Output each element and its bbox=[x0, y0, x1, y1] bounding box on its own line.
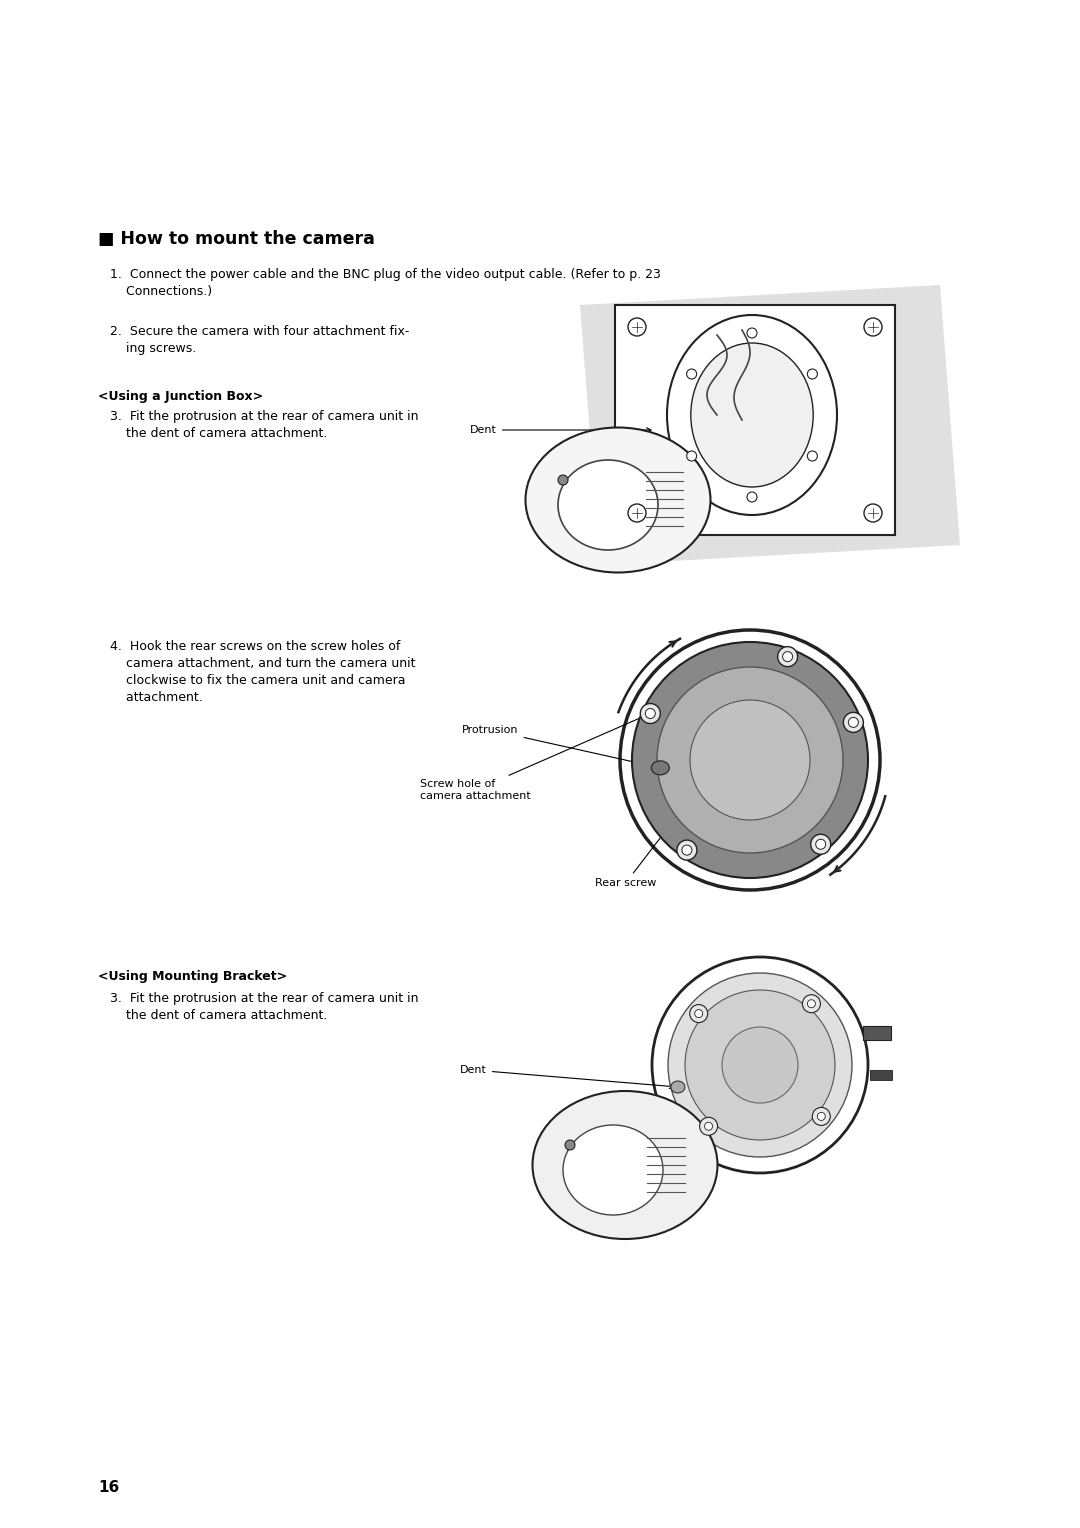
Ellipse shape bbox=[651, 761, 670, 775]
Text: <Using a Junction Box>: <Using a Junction Box> bbox=[98, 390, 264, 403]
Circle shape bbox=[849, 717, 859, 727]
Ellipse shape bbox=[691, 342, 813, 487]
Circle shape bbox=[690, 700, 810, 821]
Text: 2.  Secure the camera with four attachment fix-: 2. Secure the camera with four attachmen… bbox=[110, 325, 409, 338]
Circle shape bbox=[627, 504, 646, 523]
Circle shape bbox=[778, 646, 798, 666]
Circle shape bbox=[812, 1108, 831, 1126]
Text: ing screws.: ing screws. bbox=[110, 342, 197, 354]
Ellipse shape bbox=[563, 1125, 663, 1215]
Circle shape bbox=[685, 990, 835, 1140]
Text: 4.  Hook the rear screws on the screw holes of: 4. Hook the rear screws on the screw hol… bbox=[110, 640, 401, 652]
Bar bbox=[863, 1025, 891, 1041]
Text: 3.  Fit the protrusion at the rear of camera unit in: 3. Fit the protrusion at the rear of cam… bbox=[110, 992, 419, 1005]
Circle shape bbox=[815, 839, 826, 850]
Circle shape bbox=[864, 318, 882, 336]
Polygon shape bbox=[580, 286, 960, 565]
Text: 1.  Connect the power cable and the BNC plug of the video output cable. (Refer t: 1. Connect the power cable and the BNC p… bbox=[110, 267, 661, 281]
Text: ■ How to mount the camera: ■ How to mount the camera bbox=[98, 231, 375, 248]
Text: clockwise to fix the camera unit and camera: clockwise to fix the camera unit and cam… bbox=[110, 674, 405, 688]
Circle shape bbox=[620, 630, 880, 889]
Circle shape bbox=[783, 651, 793, 662]
Text: Dent: Dent bbox=[470, 425, 651, 435]
Text: Protrusion: Protrusion bbox=[462, 724, 657, 769]
Circle shape bbox=[723, 1027, 798, 1103]
Circle shape bbox=[640, 703, 660, 724]
Circle shape bbox=[669, 973, 852, 1157]
Text: camera attachment, and turn the camera unit: camera attachment, and turn the camera u… bbox=[110, 657, 416, 669]
Text: the dent of camera attachment.: the dent of camera attachment. bbox=[110, 1008, 327, 1022]
Circle shape bbox=[690, 1004, 707, 1022]
Text: Rear screw: Rear screw bbox=[595, 675, 785, 888]
Ellipse shape bbox=[532, 1091, 717, 1239]
Circle shape bbox=[627, 318, 646, 336]
Circle shape bbox=[808, 999, 815, 1008]
Circle shape bbox=[687, 368, 697, 379]
Circle shape bbox=[694, 1010, 703, 1018]
Circle shape bbox=[818, 1112, 825, 1120]
Ellipse shape bbox=[526, 428, 711, 573]
Text: Connections.): Connections.) bbox=[110, 286, 212, 298]
Circle shape bbox=[646, 709, 656, 718]
Text: the dent of camera attachment.: the dent of camera attachment. bbox=[110, 426, 327, 440]
Circle shape bbox=[681, 845, 692, 856]
Text: <Using Mounting Bracket>: <Using Mounting Bracket> bbox=[98, 970, 287, 983]
Bar bbox=[870, 1070, 892, 1080]
Circle shape bbox=[657, 668, 843, 853]
Circle shape bbox=[687, 451, 697, 461]
Circle shape bbox=[747, 492, 757, 503]
Circle shape bbox=[802, 995, 821, 1013]
Text: 16: 16 bbox=[98, 1481, 119, 1494]
Circle shape bbox=[843, 712, 863, 732]
Circle shape bbox=[808, 451, 818, 461]
Text: attachment.: attachment. bbox=[110, 691, 203, 704]
Text: 3.  Fit the protrusion at the rear of camera unit in: 3. Fit the protrusion at the rear of cam… bbox=[110, 410, 419, 423]
Circle shape bbox=[811, 834, 831, 854]
Text: Dent: Dent bbox=[460, 1065, 674, 1088]
Circle shape bbox=[677, 840, 697, 860]
Circle shape bbox=[704, 1122, 713, 1131]
Circle shape bbox=[565, 1140, 575, 1151]
Circle shape bbox=[747, 329, 757, 338]
Circle shape bbox=[558, 475, 568, 484]
Ellipse shape bbox=[671, 1080, 685, 1093]
Circle shape bbox=[864, 504, 882, 523]
Circle shape bbox=[632, 642, 868, 879]
Ellipse shape bbox=[667, 315, 837, 515]
Text: Screw hole of
camera attachment: Screw hole of camera attachment bbox=[420, 715, 647, 801]
Circle shape bbox=[808, 368, 818, 379]
Circle shape bbox=[652, 957, 868, 1174]
Circle shape bbox=[700, 1117, 717, 1135]
Ellipse shape bbox=[558, 460, 658, 550]
Bar bbox=[615, 306, 895, 535]
